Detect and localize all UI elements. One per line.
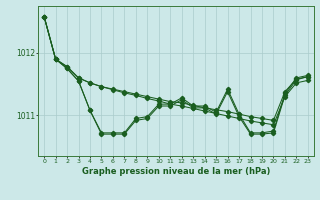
X-axis label: Graphe pression niveau de la mer (hPa): Graphe pression niveau de la mer (hPa) xyxy=(82,167,270,176)
